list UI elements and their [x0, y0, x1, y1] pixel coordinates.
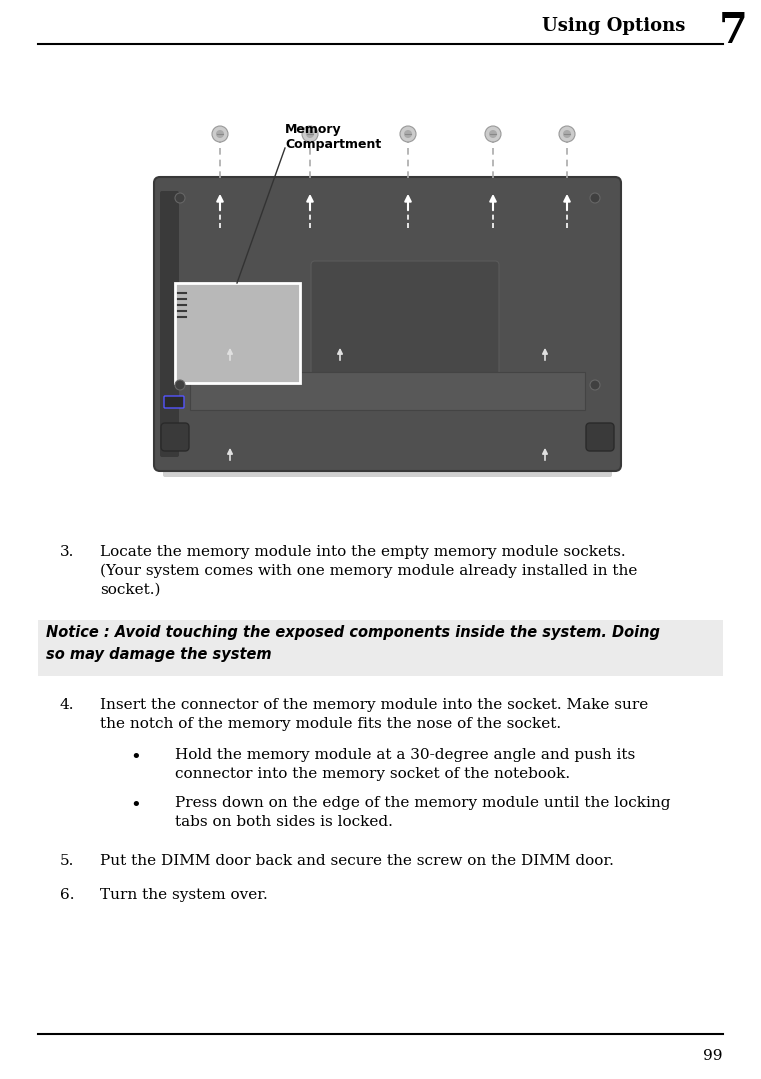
Text: Turn the system over.: Turn the system over.: [100, 888, 268, 902]
Circle shape: [175, 380, 185, 390]
Text: 99: 99: [703, 1049, 723, 1063]
Circle shape: [590, 193, 600, 203]
Circle shape: [489, 129, 497, 138]
Text: Press down on the edge of the memory module until the locking: Press down on the edge of the memory mod…: [175, 796, 670, 810]
Circle shape: [175, 193, 185, 203]
FancyBboxPatch shape: [161, 423, 189, 451]
Text: Compartment: Compartment: [285, 138, 381, 151]
Text: 5.: 5.: [60, 853, 75, 868]
Circle shape: [212, 126, 228, 142]
Text: Locate the memory module into the empty memory module sockets.: Locate the memory module into the empty …: [100, 545, 626, 559]
Text: Insert the connector of the memory module into the socket. Make sure: Insert the connector of the memory modul…: [100, 698, 648, 712]
FancyBboxPatch shape: [311, 261, 499, 379]
Text: socket.): socket.): [100, 583, 161, 597]
FancyBboxPatch shape: [586, 423, 614, 451]
Bar: [190, 372, 585, 410]
Text: Memory: Memory: [285, 123, 342, 136]
Circle shape: [559, 126, 575, 142]
Text: so may damage the system: so may damage the system: [46, 647, 272, 663]
Bar: [360, 338, 440, 393]
Circle shape: [302, 126, 318, 142]
Circle shape: [216, 129, 224, 138]
Text: Hold the memory module at a 30-degree angle and push its: Hold the memory module at a 30-degree an…: [175, 748, 635, 762]
Text: •: •: [130, 796, 141, 814]
Text: Using Options: Using Options: [542, 17, 685, 35]
FancyBboxPatch shape: [154, 177, 621, 472]
Circle shape: [404, 129, 412, 138]
FancyBboxPatch shape: [164, 396, 184, 408]
Text: 3.: 3.: [60, 545, 75, 559]
Bar: [38, 620, 723, 677]
Text: •: •: [130, 748, 141, 766]
Circle shape: [485, 126, 501, 142]
Text: (Your system comes with one memory module already installed in the: (Your system comes with one memory modul…: [100, 564, 638, 578]
Circle shape: [400, 126, 416, 142]
Text: 6.: 6.: [60, 888, 75, 902]
Bar: [150, 98, 625, 515]
Text: connector into the memory socket of the notebook.: connector into the memory socket of the …: [175, 767, 570, 781]
FancyBboxPatch shape: [160, 191, 179, 457]
Circle shape: [590, 380, 600, 390]
Circle shape: [563, 129, 571, 138]
Text: Notice : Avoid touching the exposed components inside the system. Doing: Notice : Avoid touching the exposed comp…: [46, 625, 660, 640]
FancyBboxPatch shape: [163, 463, 612, 477]
Text: Put the DIMM door back and secure the screw on the DIMM door.: Put the DIMM door back and secure the sc…: [100, 853, 614, 868]
Text: the notch of the memory module fits the nose of the socket.: the notch of the memory module fits the …: [100, 718, 561, 730]
Text: 7: 7: [719, 10, 748, 52]
Bar: [175, 283, 300, 383]
Text: 4.: 4.: [60, 698, 75, 712]
Circle shape: [306, 129, 314, 138]
Text: tabs on both sides is locked.: tabs on both sides is locked.: [175, 815, 393, 829]
